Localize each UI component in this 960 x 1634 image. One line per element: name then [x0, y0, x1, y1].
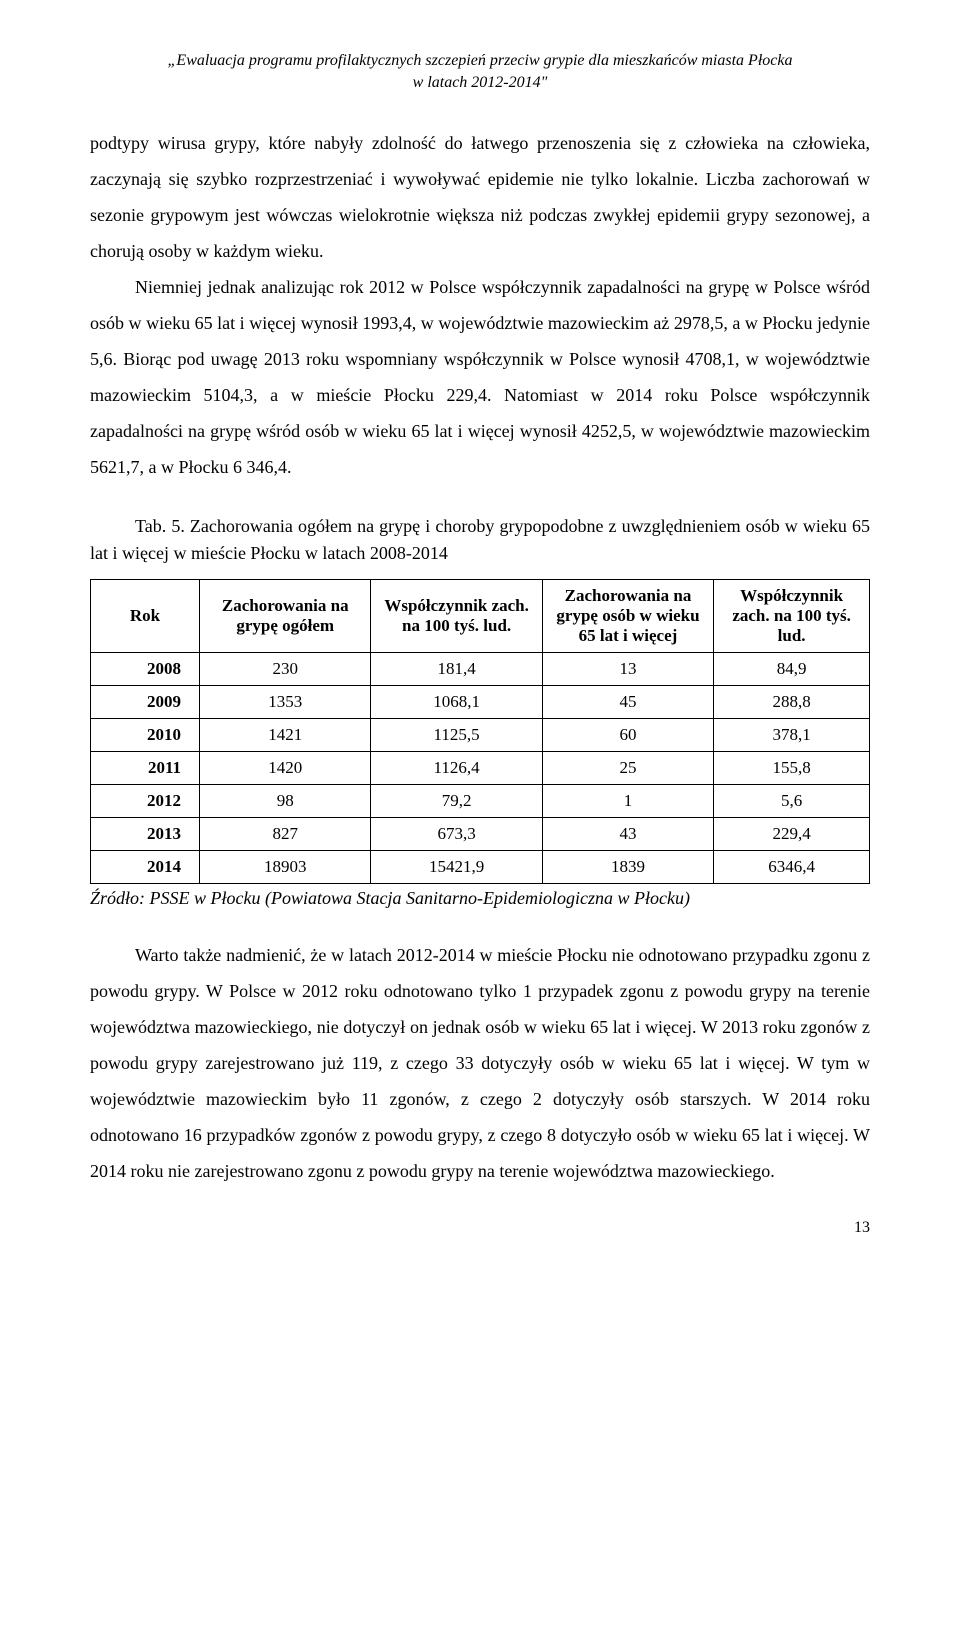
table-row: 2012 98 79,2 1 5,6: [91, 785, 870, 818]
cell-b: 181,4: [371, 653, 542, 686]
table-body: 2008 230 181,4 13 84,9 2009 1353 1068,1 …: [91, 653, 870, 884]
cell-a: 1421: [200, 719, 371, 752]
table-row: 2014 18903 15421,9 1839 6346,4: [91, 851, 870, 884]
cell-c: 60: [542, 719, 713, 752]
table-header-row: Rok Zachorowania na grypę ogółem Współcz…: [91, 580, 870, 653]
cell-b: 1126,4: [371, 752, 542, 785]
cell-d: 155,8: [714, 752, 870, 785]
cell-b: 673,3: [371, 818, 542, 851]
cell-a: 18903: [200, 851, 371, 884]
cell-d: 288,8: [714, 686, 870, 719]
th-wsp-ogolem: Współczynnik zach. na 100 tyś. lud.: [371, 580, 542, 653]
paragraph-1: podtypy wirusa grypy, które nabyły zdoln…: [90, 125, 870, 269]
cell-c: 1839: [542, 851, 713, 884]
th-wsp-65: Współczynnik zach. na 100 tyś. lud.: [714, 580, 870, 653]
cell-c: 43: [542, 818, 713, 851]
cell-rok: 2011: [91, 752, 200, 785]
cell-c: 13: [542, 653, 713, 686]
cell-rok: 2010: [91, 719, 200, 752]
cell-c: 45: [542, 686, 713, 719]
cell-c: 25: [542, 752, 713, 785]
cell-a: 827: [200, 818, 371, 851]
body-block-2: Warto także nadmienić, że w latach 2012-…: [90, 937, 870, 1189]
th-zach-65: Zachorowania na grypę osób w wieku 65 la…: [542, 580, 713, 653]
cell-rok: 2012: [91, 785, 200, 818]
cell-b: 1125,5: [371, 719, 542, 752]
cell-b: 79,2: [371, 785, 542, 818]
data-table: Rok Zachorowania na grypę ogółem Współcz…: [90, 579, 870, 884]
cell-b: 15421,9: [371, 851, 542, 884]
cell-c: 1: [542, 785, 713, 818]
cell-d: 6346,4: [714, 851, 870, 884]
paragraph-2: Niemniej jednak analizując rok 2012 w Po…: [90, 269, 870, 485]
th-rok: Rok: [91, 580, 200, 653]
cell-rok: 2014: [91, 851, 200, 884]
table-source: Źródło: PSSE w Płocku (Powiatowa Stacja …: [90, 888, 870, 909]
cell-rok: 2013: [91, 818, 200, 851]
cell-a: 1353: [200, 686, 371, 719]
page-number: 13: [90, 1219, 870, 1237]
cell-a: 230: [200, 653, 371, 686]
cell-d: 378,1: [714, 719, 870, 752]
running-header: „Ewaluacja programu profilaktycznych szc…: [90, 50, 870, 93]
table-row: 2013 827 673,3 43 229,4: [91, 818, 870, 851]
table-row: 2010 1421 1125,5 60 378,1: [91, 719, 870, 752]
cell-a: 1420: [200, 752, 371, 785]
table-row: 2008 230 181,4 13 84,9: [91, 653, 870, 686]
th-zach-ogolem: Zachorowania na grypę ogółem: [200, 580, 371, 653]
cell-rok: 2009: [91, 686, 200, 719]
cell-a: 98: [200, 785, 371, 818]
cell-d: 229,4: [714, 818, 870, 851]
paragraph-3: Warto także nadmienić, że w latach 2012-…: [90, 937, 870, 1189]
table-row: 2009 1353 1068,1 45 288,8: [91, 686, 870, 719]
cell-d: 84,9: [714, 653, 870, 686]
table-row: 2011 1420 1126,4 25 155,8: [91, 752, 870, 785]
table-caption: Tab. 5. Zachorowania ogółem na grypę i c…: [90, 513, 870, 567]
cell-rok: 2008: [91, 653, 200, 686]
header-line-1: „Ewaluacja programu profilaktycznych szc…: [168, 52, 793, 69]
document-page: „Ewaluacja programu profilaktycznych szc…: [0, 0, 960, 1277]
cell-b: 1068,1: [371, 686, 542, 719]
cell-d: 5,6: [714, 785, 870, 818]
header-line-2: w latach 2012-2014": [413, 74, 548, 91]
body-block-1: podtypy wirusa grypy, które nabyły zdoln…: [90, 125, 870, 485]
